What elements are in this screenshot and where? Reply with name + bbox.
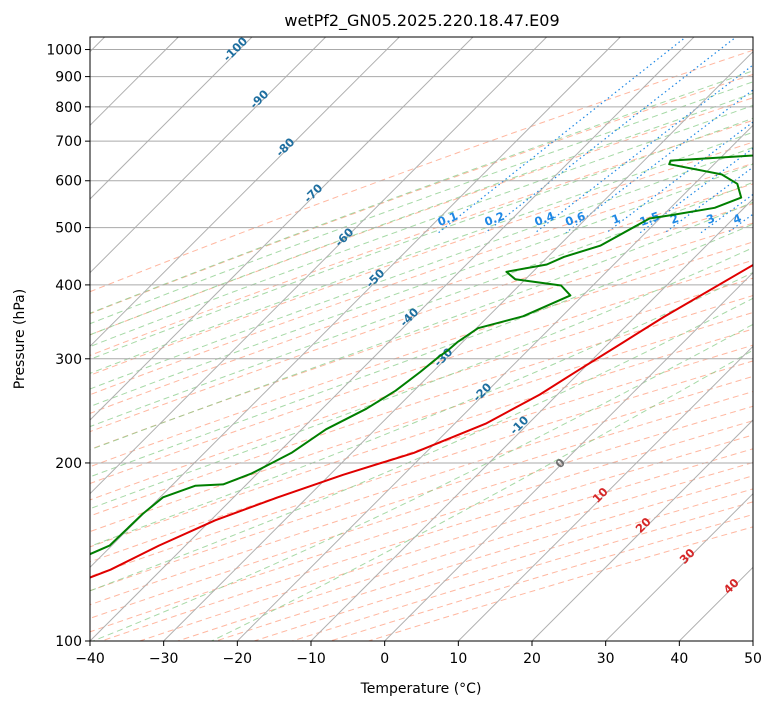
y-tick-label: 1000 — [46, 43, 82, 59]
moist-adiabat-line — [90, 297, 753, 592]
dry-adiabat-line — [90, 73, 753, 315]
x-tick-label: −20 — [223, 651, 253, 667]
y-tick-label: 700 — [55, 134, 82, 150]
isotherm-line — [457, 345, 753, 641]
y-tick-label: 100 — [55, 634, 82, 650]
dry-adiabat-line — [90, 344, 753, 563]
dry-adiabat-line — [90, 203, 753, 433]
moist-adiabat-line — [90, 247, 753, 510]
isobars — [90, 49, 753, 641]
y-tick-label: 800 — [55, 100, 82, 116]
dry-adiabat-line — [90, 119, 753, 356]
isotherm-line — [90, 37, 695, 641]
dry-adiabat-line — [90, 49, 753, 293]
moist-adiabats — [90, 70, 753, 641]
plot-background — [90, 37, 753, 641]
mixing-ratio-line — [766, 25, 775, 233]
isotherm-line — [310, 198, 753, 641]
mixing-ratio-line — [606, 121, 753, 234]
temperature-profile-line — [90, 263, 753, 579]
moist-adiabat-line — [90, 117, 753, 360]
y-tick-label: 600 — [55, 174, 82, 190]
isotherm-line — [90, 37, 548, 495]
chart-title: wetPf2_GN05.2025.220.18.47.E09 — [284, 11, 559, 31]
x-tick-label: 0 — [380, 651, 389, 667]
x-tick-label: −40 — [75, 651, 105, 667]
plot-frame — [89, 36, 754, 642]
isotherm-line — [90, 37, 400, 348]
x-tick-label: 40 — [670, 651, 688, 667]
y-tick-label: 300 — [55, 352, 82, 368]
y-axis-ticks: 100 200 300 400 500 600 700 800 900 1000 — [46, 43, 90, 650]
mixing-ratio-label: 6 — [770, 211, 775, 227]
y-tick-label: 200 — [55, 456, 82, 472]
x-tick-label: 50 — [744, 651, 762, 667]
moist-adiabat-line — [90, 272, 753, 547]
x-tick-label: 30 — [597, 651, 615, 667]
isotherm-line — [531, 419, 753, 641]
mixing-ratio-label: 0.2 — [482, 209, 506, 229]
dewpoint-profile-line — [90, 154, 753, 556]
mixing-ratio-label: 0.6 — [563, 209, 587, 229]
isotherm-line — [605, 492, 753, 641]
mixing-ratio-line — [438, 37, 687, 234]
mixing-ratio-label: 0.4 — [532, 209, 556, 229]
isotherm-line — [90, 37, 474, 421]
moist-adiabat-line — [90, 81, 753, 325]
dry-adiabat-line — [90, 241, 753, 468]
dry-adiabat-line — [90, 311, 753, 533]
isotherm-line — [236, 124, 753, 641]
isotherm-line — [163, 50, 753, 641]
mixing-ratio-label: 0.1 — [436, 209, 460, 229]
profile-series — [90, 154, 753, 579]
mixing-ratio-line — [534, 64, 753, 234]
y-axis-label: Pressure (hPa) — [12, 289, 28, 389]
y-tick-label: 400 — [55, 278, 82, 294]
x-axis-ticks: −40 −30 −20 −10 0 10 20 30 40 50 — [75, 641, 762, 667]
dry-adiabat-line — [90, 97, 753, 336]
isotherms — [90, 37, 753, 641]
dry-adiabat-line — [90, 391, 753, 606]
y-tick-label: 500 — [55, 221, 82, 237]
isotherm-line — [90, 37, 327, 274]
x-tick-label: 10 — [449, 651, 467, 667]
isotherm-line — [90, 37, 621, 569]
x-tick-label: 20 — [523, 651, 541, 667]
x-axis-label: Temperature (°C) — [360, 681, 482, 697]
x-tick-label: −30 — [149, 651, 179, 667]
x-tick-label: −10 — [296, 651, 326, 667]
y-tick-label: 900 — [55, 70, 82, 86]
dry-adiabat-line — [90, 375, 753, 592]
isotherm-line — [90, 37, 253, 200]
moist-adiabat-line — [90, 131, 753, 374]
moist-adiabat-line — [90, 92, 753, 336]
moist-adiabat-line — [90, 70, 753, 314]
isotherm-line — [384, 271, 753, 641]
isotherm-line — [752, 640, 753, 641]
dry-adiabat-line — [90, 360, 753, 577]
